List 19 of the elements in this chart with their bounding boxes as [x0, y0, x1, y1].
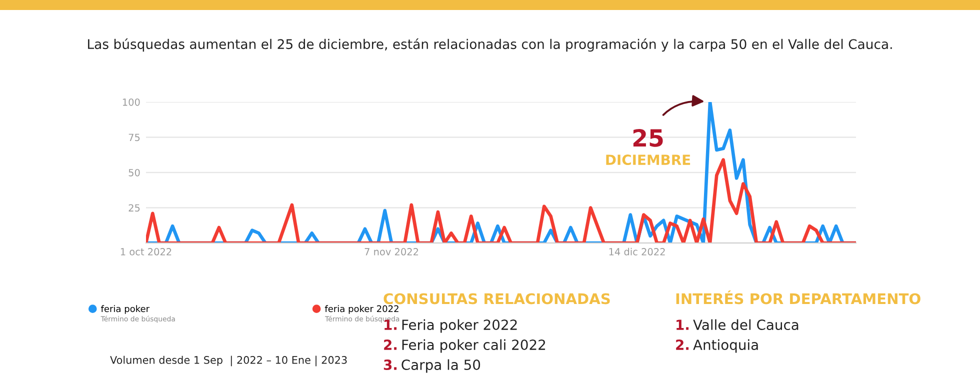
- y-tick-label: 75: [128, 134, 140, 142]
- x-tick-label: 1 oct 2022: [120, 248, 172, 256]
- text: Volumen desde 1 Sep | 2022 – 10 Ene | 2023: [110, 356, 347, 366]
- x-tick-label: 14 dic 2022: [609, 248, 665, 256]
- annotation: DICIEMBRE: [606, 154, 690, 166]
- legend-label: feria poker: [100, 305, 150, 314]
- y-tick-label: 100: [122, 98, 140, 106]
- text: 1. Valle del Cauca: [676, 319, 798, 330]
- annotation: 25: [633, 128, 663, 147]
- legend-label: feria poker 2022: [324, 305, 398, 314]
- text: 3. Carpa la 50: [384, 359, 480, 373]
- x-tick-label: 7 nov 2022: [364, 248, 418, 256]
- y-tick-label: 50: [128, 168, 140, 176]
- text: 2. Antioquia: [676, 339, 758, 353]
- text: CONSULTAS RELACIONADAS: [384, 293, 610, 304]
- chart-title: Las búsquedas aumentan el 25 de diciembre, están relacionadas con la programación y la carpa 50 en el Valle del Cauca.: [88, 38, 892, 52]
- text: 2. Feria poker cali 2022: [384, 339, 546, 353]
- text: INTERÉS POR DEPARTAMENTO: [676, 290, 920, 304]
- y-tick-label: 25: [128, 204, 140, 212]
